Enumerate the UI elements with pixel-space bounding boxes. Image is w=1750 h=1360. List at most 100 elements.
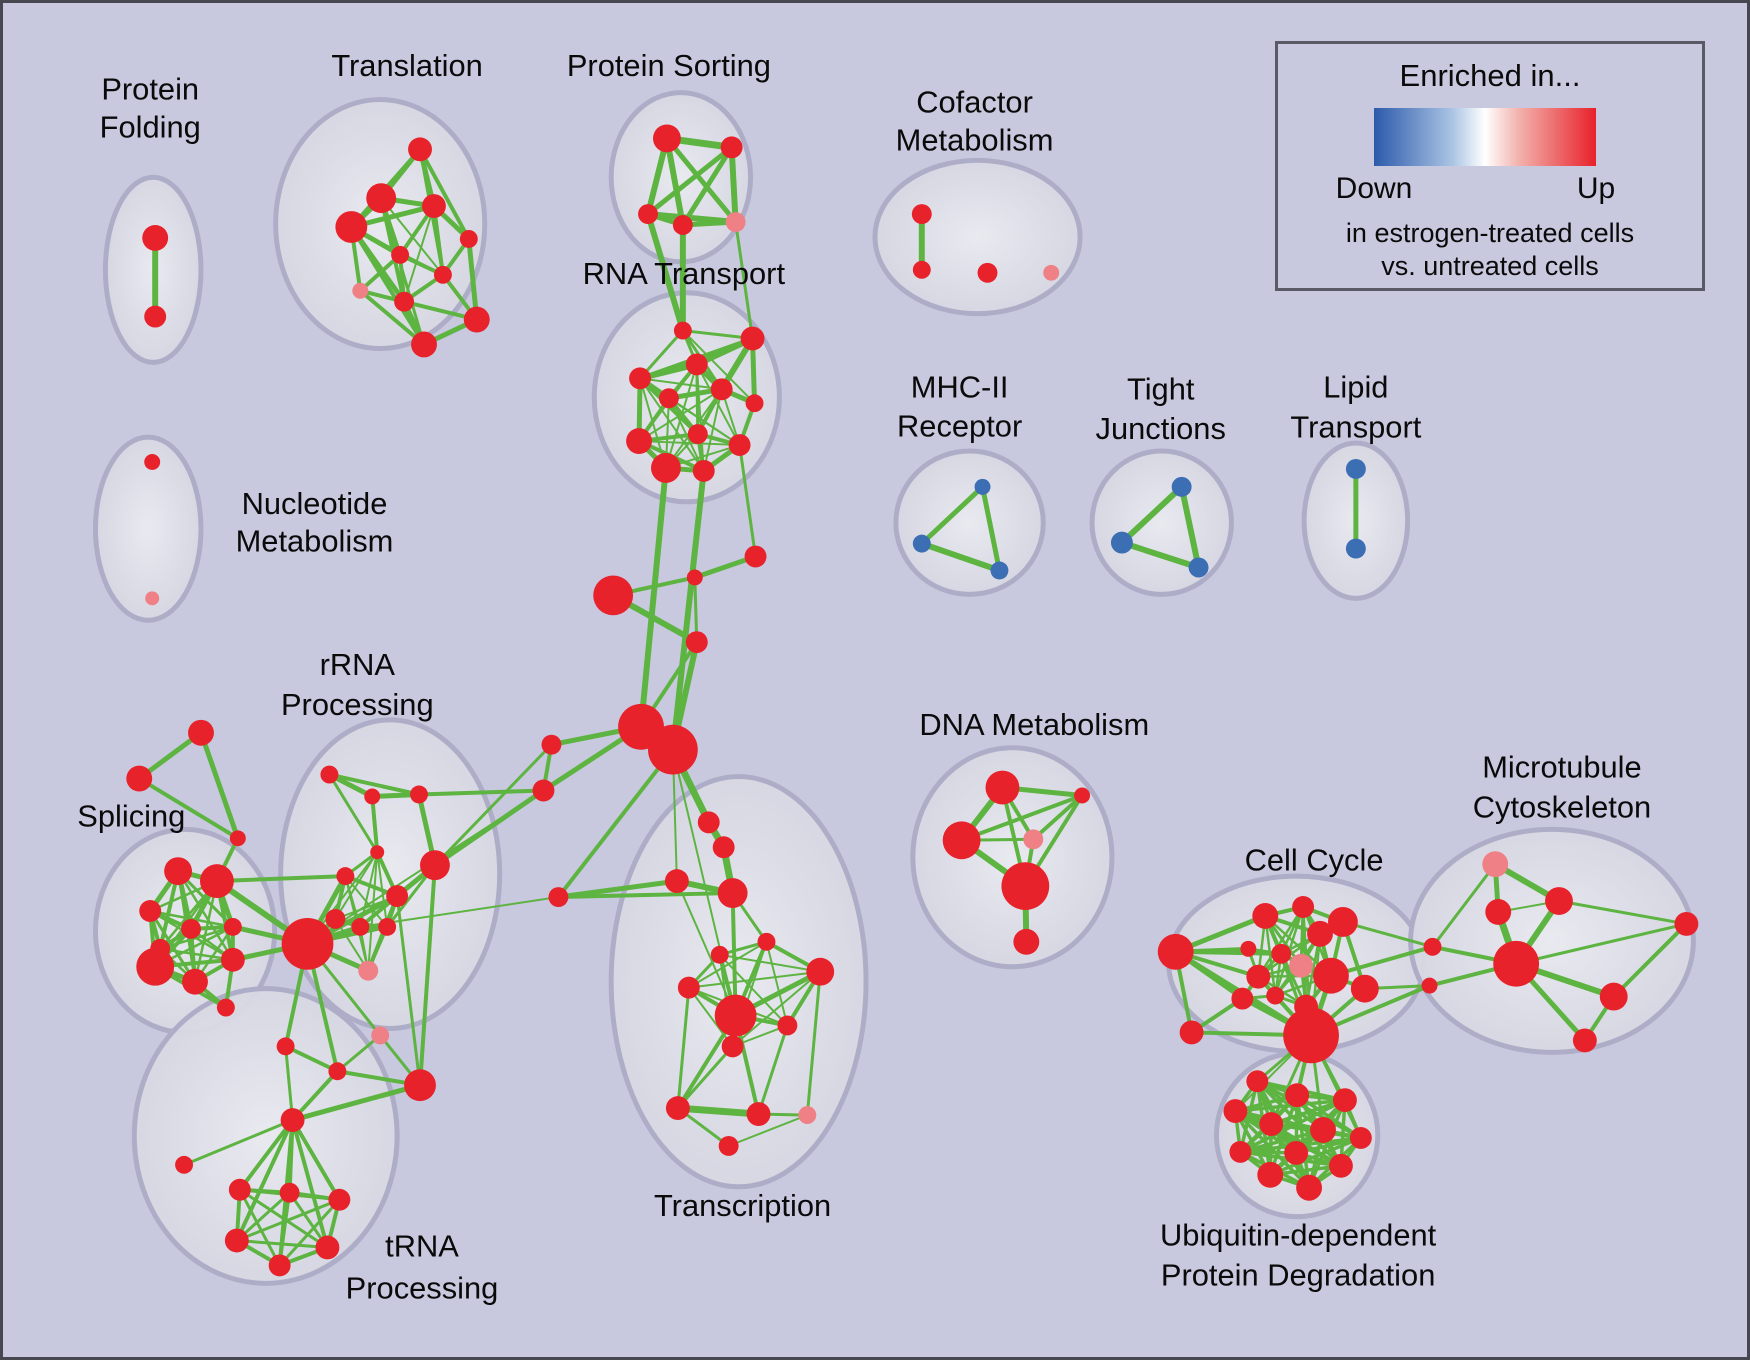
node-MT8[interactable] [1674,911,1699,936]
node-RT12[interactable] [692,459,715,482]
node-R6[interactable] [386,885,409,907]
node-RT10[interactable] [728,434,751,456]
node-MT3[interactable] [1485,899,1512,925]
node-MT1[interactable] [1482,851,1509,878]
node-R14[interactable] [276,1037,295,1056]
node-RT8[interactable] [687,424,708,445]
node-CM2[interactable] [912,260,931,279]
node-RT7[interactable] [745,394,764,413]
node-MT9[interactable] [1572,1028,1597,1053]
node-MH1[interactable] [974,478,991,495]
node-CM1[interactable] [911,204,932,225]
node-D1[interactable] [985,770,1020,805]
node-D2[interactable] [1074,787,1091,804]
node-R11[interactable] [281,917,334,970]
node-CM3[interactable] [977,262,998,283]
node-T10[interactable] [463,306,490,333]
node-TJ2[interactable] [1110,531,1133,554]
node-CC8[interactable] [1246,964,1271,989]
node-D6[interactable] [1013,928,1040,955]
node-NM1[interactable] [144,454,161,470]
node-S9[interactable] [220,947,245,972]
node-S8[interactable] [182,968,208,995]
node-R7[interactable] [420,850,450,881]
node-PS3[interactable] [638,204,658,225]
node-T7[interactable] [433,265,452,284]
node-S7[interactable] [136,947,175,986]
node-X4[interactable] [717,878,748,908]
node-CC11[interactable] [1313,957,1349,994]
node-X13[interactable] [746,1102,771,1127]
node-D4[interactable] [1023,829,1044,850]
node-U2[interactable] [1285,1083,1310,1108]
node-X10[interactable] [777,1015,798,1036]
node-MH2[interactable] [912,534,931,553]
node-R8[interactable] [325,908,346,929]
node-U10[interactable] [1328,1153,1353,1178]
node-RT9[interactable] [626,428,652,455]
node-U4[interactable] [1223,1099,1248,1124]
node-PF1[interactable] [142,225,169,251]
node-T8[interactable] [352,282,369,299]
node-R2[interactable] [364,788,381,805]
node-PF2[interactable] [144,305,167,328]
node-X6[interactable] [757,932,776,951]
node-TR5[interactable] [315,1235,340,1260]
node-MT6[interactable] [1423,937,1442,956]
node-TJ3[interactable] [1188,557,1209,578]
node-CC7[interactable] [1271,943,1292,964]
node-MT4[interactable] [1493,940,1540,987]
node-T2[interactable] [366,183,397,214]
node-X12[interactable] [665,1096,690,1121]
node-T6[interactable] [391,245,410,264]
node-PS5[interactable] [725,212,746,232]
node-CC14[interactable] [1179,1020,1204,1045]
node-RT1[interactable] [673,321,692,340]
node-CC2[interactable] [1252,903,1279,929]
node-X1[interactable] [697,811,720,834]
node-MT5[interactable] [1599,982,1628,1011]
node-D3[interactable] [942,821,981,860]
node-U7[interactable] [1349,1127,1372,1149]
node-LT1[interactable] [1345,458,1366,479]
node-Hc[interactable] [1283,1007,1339,1064]
node-U11[interactable] [1257,1161,1284,1188]
node-M4[interactable] [685,631,708,654]
node-TJ1[interactable] [1171,476,1192,497]
node-PS2[interactable] [720,136,743,159]
node-S4[interactable] [181,918,201,939]
node-U8[interactable] [1229,1140,1252,1163]
node-M1[interactable] [593,575,634,616]
node-CM4[interactable] [1043,264,1060,281]
node-TR6[interactable] [268,1254,291,1277]
node-TRh[interactable] [280,1108,305,1132]
node-CC1[interactable] [1157,933,1194,970]
node-LT2[interactable] [1345,538,1366,559]
node-CC5[interactable] [1327,906,1358,937]
node-T9[interactable] [394,291,415,312]
node-CC12[interactable] [1289,953,1314,978]
node-TR2[interactable] [279,1182,300,1203]
node-T11[interactable] [411,331,437,358]
node-TR1[interactable] [228,1178,251,1201]
node-X9[interactable] [714,994,757,1037]
node-X8[interactable] [677,976,700,999]
node-MT7[interactable] [1421,977,1438,994]
node-X5[interactable] [710,945,729,964]
node-R1[interactable] [320,765,339,784]
node-S2[interactable] [199,864,234,899]
node-RT11[interactable] [650,453,681,483]
node-S5[interactable] [223,917,242,936]
node-R10[interactable] [378,917,397,936]
node-RT2[interactable] [740,326,765,351]
node-CC9[interactable] [1231,987,1254,1010]
node-R3[interactable] [410,785,428,804]
node-S10[interactable] [216,998,235,1017]
node-R16[interactable] [404,1069,436,1102]
node-C2[interactable] [532,779,555,802]
node-X14[interactable] [798,1106,817,1125]
node-M3[interactable] [744,545,767,568]
node-RT6[interactable] [658,388,679,409]
node-NM2[interactable] [145,591,160,606]
node-X7[interactable] [806,957,835,986]
